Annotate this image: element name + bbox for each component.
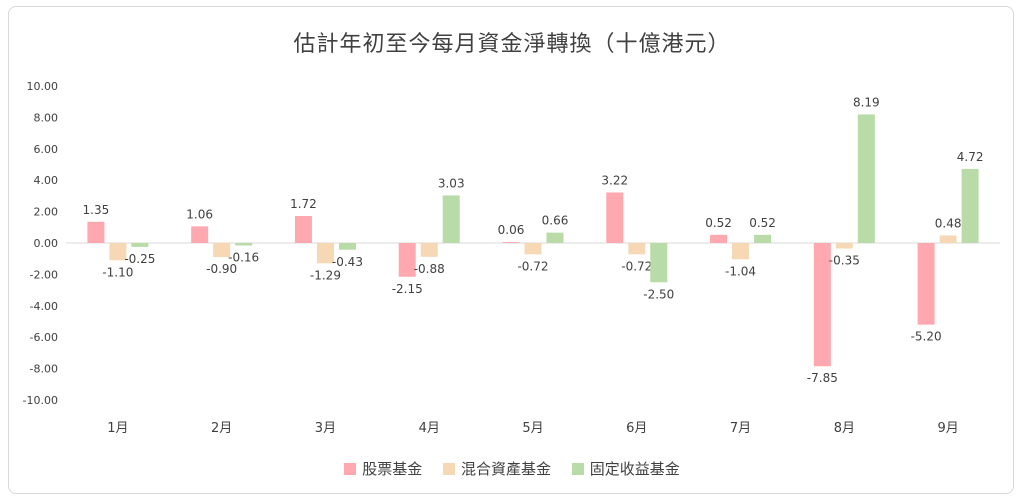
x-tick-label: 5月 xyxy=(522,421,543,436)
y-tick-label: -8.00 xyxy=(30,363,58,376)
bar xyxy=(338,243,356,250)
bar xyxy=(628,243,646,255)
bar xyxy=(961,168,979,243)
bar xyxy=(754,234,772,243)
data-label: -0.72 xyxy=(621,259,652,273)
x-tick-label: 6月 xyxy=(626,421,647,436)
bar xyxy=(732,243,750,260)
x-tick-label: 9月 xyxy=(937,421,958,436)
y-tick-label: -4.00 xyxy=(30,300,58,313)
data-label: -2.50 xyxy=(643,287,674,301)
x-tick-label: 8月 xyxy=(834,421,855,436)
bar xyxy=(294,215,312,243)
data-label: -7.85 xyxy=(807,371,838,385)
data-label: 0.52 xyxy=(705,216,732,230)
legend-swatch-mixed xyxy=(442,462,455,475)
bar xyxy=(835,243,853,249)
x-tick-label: 4月 xyxy=(419,421,440,436)
legend-label-equity: 股票基金 xyxy=(362,460,423,478)
data-label: -2.15 xyxy=(392,282,423,296)
bar xyxy=(87,221,105,243)
data-label: -0.35 xyxy=(829,253,860,267)
x-tick-label: 1月 xyxy=(107,421,128,436)
bar xyxy=(213,243,231,258)
bar xyxy=(442,195,460,243)
data-label: 0.06 xyxy=(498,223,525,237)
bar xyxy=(650,243,668,283)
data-label: 0.52 xyxy=(749,216,776,230)
legend-label-mixed: 混合資產基金 xyxy=(460,460,551,478)
y-tick-label: -6.00 xyxy=(30,331,58,344)
data-label: -5.20 xyxy=(911,330,942,344)
data-label: 8.19 xyxy=(853,95,880,109)
data-label: -1.10 xyxy=(102,265,133,279)
bar xyxy=(109,243,127,261)
data-label: 3.22 xyxy=(601,173,628,187)
data-label: 1.72 xyxy=(290,197,317,211)
chart-title: 估計年初至今每月資金淨轉換（十億港元） xyxy=(293,32,731,57)
data-label: -1.04 xyxy=(725,264,756,278)
y-tick-label: 4.00 xyxy=(34,174,59,187)
x-tick-label: 7月 xyxy=(730,421,751,436)
legend-swatch-equity xyxy=(344,462,357,475)
y-tick-label: 10.00 xyxy=(27,80,59,93)
x-tick-label: 2月 xyxy=(211,421,232,436)
bar xyxy=(546,232,564,243)
y-tick-label: 6.00 xyxy=(34,143,59,156)
chart-legend: 股票基金 混合資產基金 固定收益基金 xyxy=(0,458,1024,479)
x-tick-label: 3月 xyxy=(315,421,336,436)
y-tick-label: 8.00 xyxy=(34,111,59,124)
data-label: -0.43 xyxy=(332,255,363,269)
bar xyxy=(606,192,624,243)
data-label: -0.90 xyxy=(206,262,237,276)
bar xyxy=(235,243,253,246)
bar xyxy=(857,114,875,244)
data-label: -0.25 xyxy=(124,252,155,266)
bar xyxy=(131,243,149,247)
data-label: 3.03 xyxy=(438,176,465,190)
bar xyxy=(191,226,209,243)
bar xyxy=(710,234,728,243)
y-tick-label: 0.00 xyxy=(34,237,59,250)
data-label: 1.06 xyxy=(186,207,213,221)
data-label: 0.66 xyxy=(542,214,569,228)
bar xyxy=(917,243,935,325)
y-tick-label: -10.00 xyxy=(23,394,58,407)
bar xyxy=(813,243,831,367)
legend-item-equity: 股票基金 xyxy=(344,458,422,479)
y-tick-label: -2.00 xyxy=(30,268,58,281)
legend-item-fixed-income: 固定收益基金 xyxy=(571,458,680,479)
chart-frame xyxy=(8,6,1014,494)
data-label: 1.35 xyxy=(83,203,110,217)
bar xyxy=(316,243,334,264)
bar xyxy=(502,242,520,243)
data-label: 4.72 xyxy=(957,150,984,164)
legend-label-fixed-income: 固定收益基金 xyxy=(589,460,680,478)
data-label: -0.16 xyxy=(228,251,259,265)
bar xyxy=(420,243,438,257)
legend-item-mixed: 混合資產基金 xyxy=(442,458,551,479)
bar xyxy=(939,235,957,243)
bar xyxy=(524,243,542,255)
data-label: -0.88 xyxy=(414,262,445,276)
legend-swatch-fixed-income xyxy=(571,462,584,475)
bar xyxy=(398,243,416,277)
data-label: -0.72 xyxy=(517,259,548,273)
data-label: -1.29 xyxy=(310,268,341,282)
y-tick-label: 2.00 xyxy=(34,206,59,219)
data-label: 0.48 xyxy=(935,216,962,230)
